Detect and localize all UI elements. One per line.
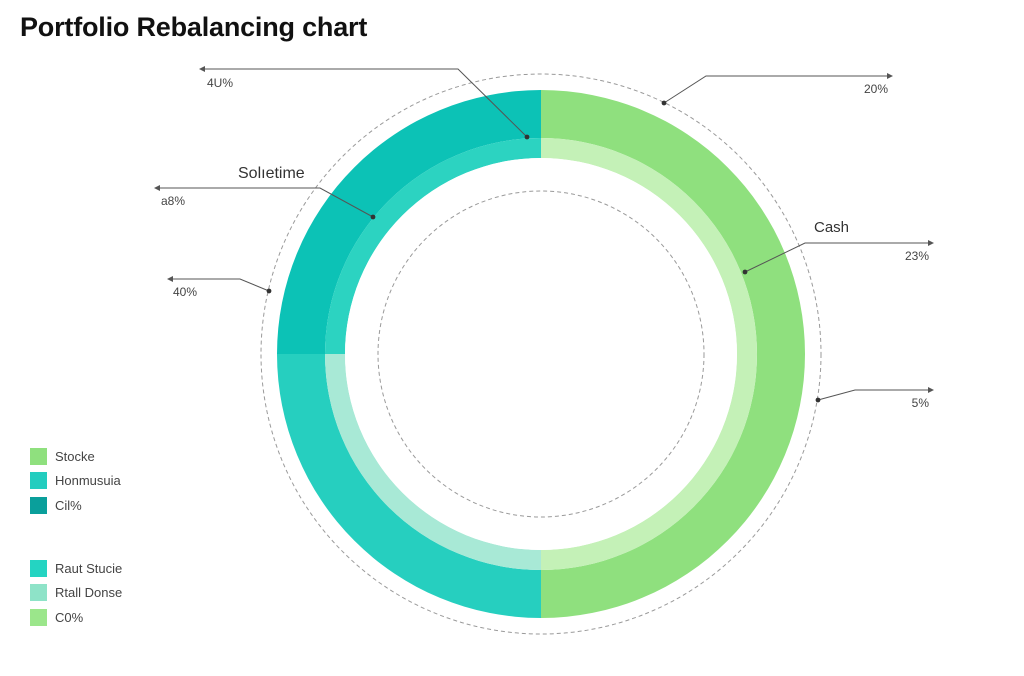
callout-label-left-low: 40% xyxy=(173,285,197,299)
legend-label: Honmusuia xyxy=(55,473,121,489)
legend-group-primary: Stocke Honmusuia Cil% xyxy=(30,444,121,518)
leader-dot-left-low xyxy=(266,288,272,294)
annotation-cash: Cash xyxy=(814,219,849,236)
outer-ring-slice-2 xyxy=(277,90,541,354)
legend-group-secondary: Raut Stucie Rtall Donse C0% xyxy=(30,556,122,630)
leader-arrow-right-top xyxy=(887,73,893,79)
legend-item: Honmusuia xyxy=(30,469,121,494)
leader-line-left-low xyxy=(172,278,270,292)
legend-item: Rtall Donse xyxy=(30,581,122,606)
legend-item: Stocke xyxy=(30,444,121,469)
legend-label: Raut Stucie xyxy=(55,560,123,576)
inner-ring-slice-2 xyxy=(325,138,541,354)
legend-item: C0% xyxy=(30,605,122,630)
callout-label-right-top: 20% xyxy=(864,82,888,96)
legend-label: C0% xyxy=(55,609,84,625)
legend-label: Rtall Donse xyxy=(55,585,123,601)
donut-hole xyxy=(345,158,737,550)
inner-ring-slice-1 xyxy=(325,354,541,570)
leader-dot-left-top xyxy=(524,134,530,140)
leader-dot-right-low xyxy=(815,397,821,403)
callout-label-right-low: 5% xyxy=(912,396,930,410)
leader-arrow-right-low xyxy=(928,387,934,393)
leader-dot-left-mid xyxy=(370,214,376,220)
leader-arrow-left-mid xyxy=(154,185,160,191)
callout-label-right-mid: 23% xyxy=(905,249,929,263)
leader-line-right-top xyxy=(663,75,888,104)
leader-line-left-mid xyxy=(159,187,374,218)
outer-guide-circle xyxy=(260,73,822,635)
leader-line-left-top xyxy=(204,68,528,138)
legend-swatch xyxy=(30,584,47,602)
callout-label-left-top: 4U% xyxy=(207,76,233,90)
annotation-soltime: Solıetime xyxy=(238,165,305,182)
legend-swatch xyxy=(30,447,47,465)
legend-swatch xyxy=(30,472,47,490)
callout-label-left-mid: a8% xyxy=(161,194,185,208)
leader-arrow-left-low xyxy=(167,276,173,282)
legend-swatch xyxy=(30,608,47,626)
leader-line-right-mid xyxy=(744,242,929,273)
outer-ring-slice-0 xyxy=(541,90,805,618)
leader-arrow-right-mid xyxy=(928,240,934,246)
legend-item: Raut Stucie xyxy=(30,556,122,581)
legend-swatch xyxy=(30,559,47,577)
leader-line-right-low xyxy=(817,389,929,401)
legend-swatch xyxy=(30,496,47,514)
legend-item: Cil% xyxy=(30,493,121,518)
leader-arrow-left-top xyxy=(199,66,205,72)
legend-label: Cil% xyxy=(55,497,82,513)
leader-dot-right-mid xyxy=(742,269,748,275)
legend-label: Stocke xyxy=(55,448,95,464)
outer-ring-slice-1 xyxy=(277,354,541,618)
inner-guide-circle xyxy=(377,190,705,518)
leader-dot-right-top xyxy=(661,100,667,106)
page-title: Portfolio Rebalancing chart xyxy=(20,12,368,42)
